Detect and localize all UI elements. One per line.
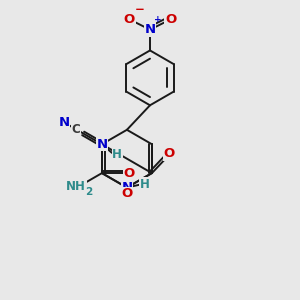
Text: N: N (121, 181, 133, 194)
Text: −: − (135, 3, 145, 16)
Text: O: O (123, 167, 135, 180)
Text: O: O (164, 147, 175, 160)
Text: O: O (165, 13, 176, 26)
Text: N: N (96, 138, 107, 151)
Text: NH: NH (66, 180, 86, 193)
Text: H: H (140, 178, 150, 191)
Text: O: O (124, 13, 135, 26)
Text: H: H (112, 148, 122, 161)
Text: N: N (144, 23, 156, 36)
Text: C: C (72, 123, 80, 136)
Text: O: O (121, 188, 133, 200)
Text: +: + (154, 15, 161, 24)
Text: N: N (58, 116, 70, 129)
Text: 2: 2 (85, 187, 92, 196)
